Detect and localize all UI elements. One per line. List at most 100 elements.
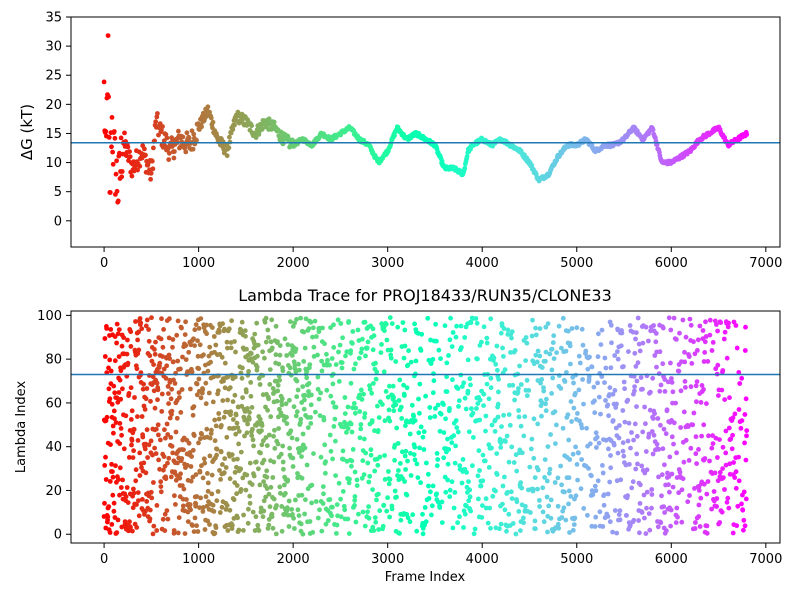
lambda-point <box>479 515 485 520</box>
lambda-x-tick-label: 0 <box>100 552 108 567</box>
lambda-point <box>106 504 112 509</box>
lambda-point <box>428 489 433 495</box>
lambda-point <box>223 465 229 470</box>
lambda-point <box>744 428 750 433</box>
lambda-point <box>188 464 194 469</box>
lambda-point <box>543 408 549 414</box>
lambda-point <box>457 514 462 520</box>
lambda-point <box>602 355 608 361</box>
lambda-point <box>333 438 338 444</box>
lambda-point <box>278 451 284 457</box>
lambda-point <box>143 323 149 329</box>
lambda-point <box>507 383 512 388</box>
lambda-point <box>501 354 506 359</box>
lambda-point <box>148 438 154 444</box>
lambda-point <box>348 348 354 354</box>
lambda-point <box>691 410 697 416</box>
lambda-point <box>678 425 683 430</box>
lambda-point <box>210 325 215 330</box>
lambda-point <box>147 507 153 513</box>
lambda-point <box>389 506 395 512</box>
lambda-point <box>315 515 321 521</box>
lambda-point <box>599 327 605 333</box>
lambda-point <box>595 354 601 360</box>
lambda-point <box>315 352 320 358</box>
lambda-point <box>275 441 281 447</box>
lambda-point <box>584 425 589 431</box>
lambda-point <box>195 529 201 534</box>
lambda-point <box>290 455 296 461</box>
lambda-point <box>637 348 643 354</box>
lambda-point <box>382 453 387 458</box>
lambda-point <box>131 448 137 454</box>
lambda-point <box>401 355 407 361</box>
lambda-point <box>545 444 551 449</box>
lambda-point <box>123 413 129 419</box>
dg-point <box>150 166 156 172</box>
lambda-point <box>539 413 544 419</box>
lambda-point <box>370 487 375 492</box>
lambda-point <box>262 319 268 325</box>
lambda-point <box>316 396 322 402</box>
lambda-point <box>723 428 729 434</box>
lambda-point <box>226 326 232 332</box>
lambda-point <box>371 333 377 339</box>
dg-point <box>155 111 160 116</box>
lambda-point <box>715 455 720 460</box>
lambda-point <box>248 393 254 399</box>
lambda-point <box>219 504 225 510</box>
lambda-point <box>145 455 151 460</box>
lambda-point <box>158 489 164 495</box>
lambda-point <box>339 360 345 365</box>
lambda-point <box>607 392 612 397</box>
lambda-point <box>233 349 238 355</box>
lambda-point <box>147 353 153 359</box>
lambda-point <box>683 334 689 340</box>
lambda-point <box>188 507 194 513</box>
lambda-point <box>378 350 384 355</box>
lambda-point <box>222 326 227 332</box>
lambda-point <box>739 501 744 507</box>
lambda-point <box>497 526 502 532</box>
lambda-point <box>577 418 582 424</box>
lambda-point <box>481 391 487 397</box>
lambda-point <box>480 452 486 458</box>
lambda-point <box>731 460 736 465</box>
lambda-point <box>260 514 266 520</box>
dg-point <box>148 176 154 182</box>
lambda-point <box>391 395 396 400</box>
lambda-point <box>269 317 275 323</box>
lambda-point <box>381 369 387 375</box>
lambda-point <box>501 326 507 331</box>
lambda-point <box>628 445 633 451</box>
lambda-point <box>343 353 348 359</box>
lambda-point <box>519 485 525 491</box>
lambda-point <box>616 512 622 517</box>
lambda-point <box>387 418 393 424</box>
dg-x-tick-label: 0 <box>100 256 108 271</box>
dg-point <box>110 161 116 167</box>
lambda-point <box>644 467 650 473</box>
lambda-point <box>449 344 455 349</box>
lambda-point <box>317 507 322 513</box>
lambda-point <box>551 333 557 339</box>
lambda-point <box>325 357 330 363</box>
lambda-point <box>580 377 585 382</box>
lambda-point <box>545 529 550 535</box>
lambda-point <box>353 519 359 525</box>
lambda-point <box>516 509 522 514</box>
lambda-point <box>340 489 346 494</box>
lambda-point <box>592 398 597 404</box>
lambda-point <box>190 412 196 418</box>
lambda-point <box>524 377 530 383</box>
lambda-point <box>256 466 261 472</box>
lambda-point <box>402 343 408 349</box>
lambda-point <box>566 475 572 481</box>
lambda-point <box>361 472 367 477</box>
dg-point <box>172 149 177 154</box>
lambda-point <box>109 522 115 527</box>
lambda-point <box>524 340 530 346</box>
lambda-point <box>542 475 547 480</box>
lambda-point <box>336 379 342 384</box>
lambda-point <box>488 385 494 391</box>
